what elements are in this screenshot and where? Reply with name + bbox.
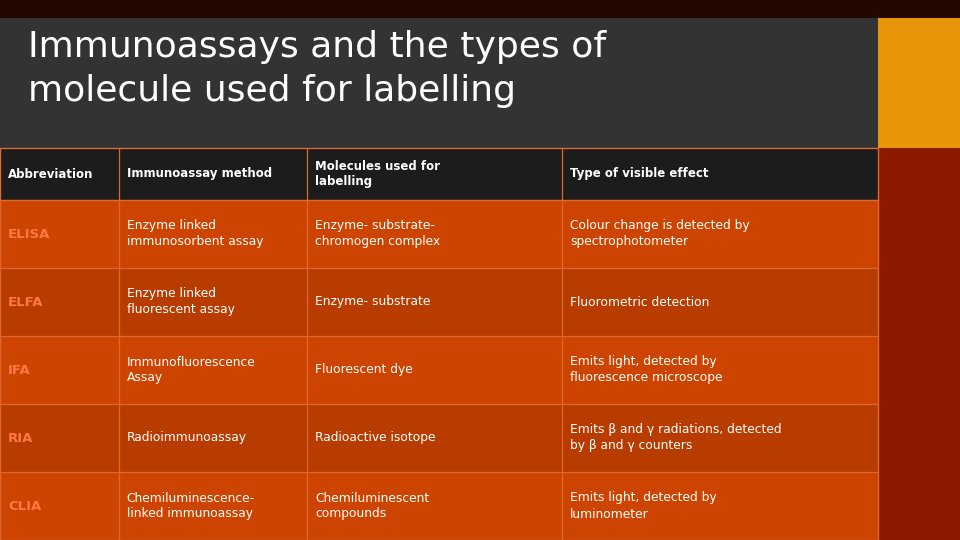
Bar bbox=[0, 472, 878, 540]
Text: RIA: RIA bbox=[8, 431, 34, 444]
Bar bbox=[878, 0, 960, 148]
Text: Colour change is detected by
spectrophotometer: Colour change is detected by spectrophot… bbox=[570, 219, 750, 248]
Bar bbox=[0, 200, 878, 268]
Bar bbox=[0, 148, 878, 200]
Text: ELISA: ELISA bbox=[8, 227, 50, 240]
Bar bbox=[0, 0, 878, 148]
Text: Molecules used for
labelling: Molecules used for labelling bbox=[315, 160, 441, 188]
Text: Abbreviation: Abbreviation bbox=[8, 167, 93, 180]
Text: Immunoassays and the types of
molecule used for labelling: Immunoassays and the types of molecule u… bbox=[28, 30, 606, 107]
Text: Chemiluminescent
compounds: Chemiluminescent compounds bbox=[315, 491, 429, 521]
Bar bbox=[0, 0, 960, 18]
Text: Emits light, detected by
fluorescence microscope: Emits light, detected by fluorescence mi… bbox=[570, 355, 723, 384]
Text: Immunoassay method: Immunoassay method bbox=[127, 167, 272, 180]
Text: Enzyme- substrate-
chromogen complex: Enzyme- substrate- chromogen complex bbox=[315, 219, 441, 248]
Text: Fluorometric detection: Fluorometric detection bbox=[570, 295, 709, 308]
Bar bbox=[0, 404, 878, 472]
Text: Enzyme linked
immunosorbent assay: Enzyme linked immunosorbent assay bbox=[127, 219, 263, 248]
Text: Chemiluminescence-
linked immunoassay: Chemiluminescence- linked immunoassay bbox=[127, 491, 254, 521]
Bar bbox=[0, 268, 878, 336]
Text: Enzyme- substrate: Enzyme- substrate bbox=[315, 295, 431, 308]
Text: Emits β and γ radiations, detected
by β and γ counters: Emits β and γ radiations, detected by β … bbox=[570, 423, 781, 453]
Text: Enzyme linked
fluorescent assay: Enzyme linked fluorescent assay bbox=[127, 287, 234, 316]
Bar bbox=[878, 148, 960, 540]
Text: Type of visible effect: Type of visible effect bbox=[570, 167, 708, 180]
Text: ELFA: ELFA bbox=[8, 295, 43, 308]
Bar bbox=[0, 336, 878, 404]
Text: IFA: IFA bbox=[8, 363, 31, 376]
Text: CLIA: CLIA bbox=[8, 500, 41, 512]
Text: Immunofluorescence
Assay: Immunofluorescence Assay bbox=[127, 355, 255, 384]
Bar bbox=[0, 148, 878, 540]
Text: Fluorescent dye: Fluorescent dye bbox=[315, 363, 413, 376]
Text: Radioimmunoassay: Radioimmunoassay bbox=[127, 431, 247, 444]
Text: Radioactive isotope: Radioactive isotope bbox=[315, 431, 436, 444]
Text: Emits light, detected by
luminometer: Emits light, detected by luminometer bbox=[570, 491, 716, 521]
